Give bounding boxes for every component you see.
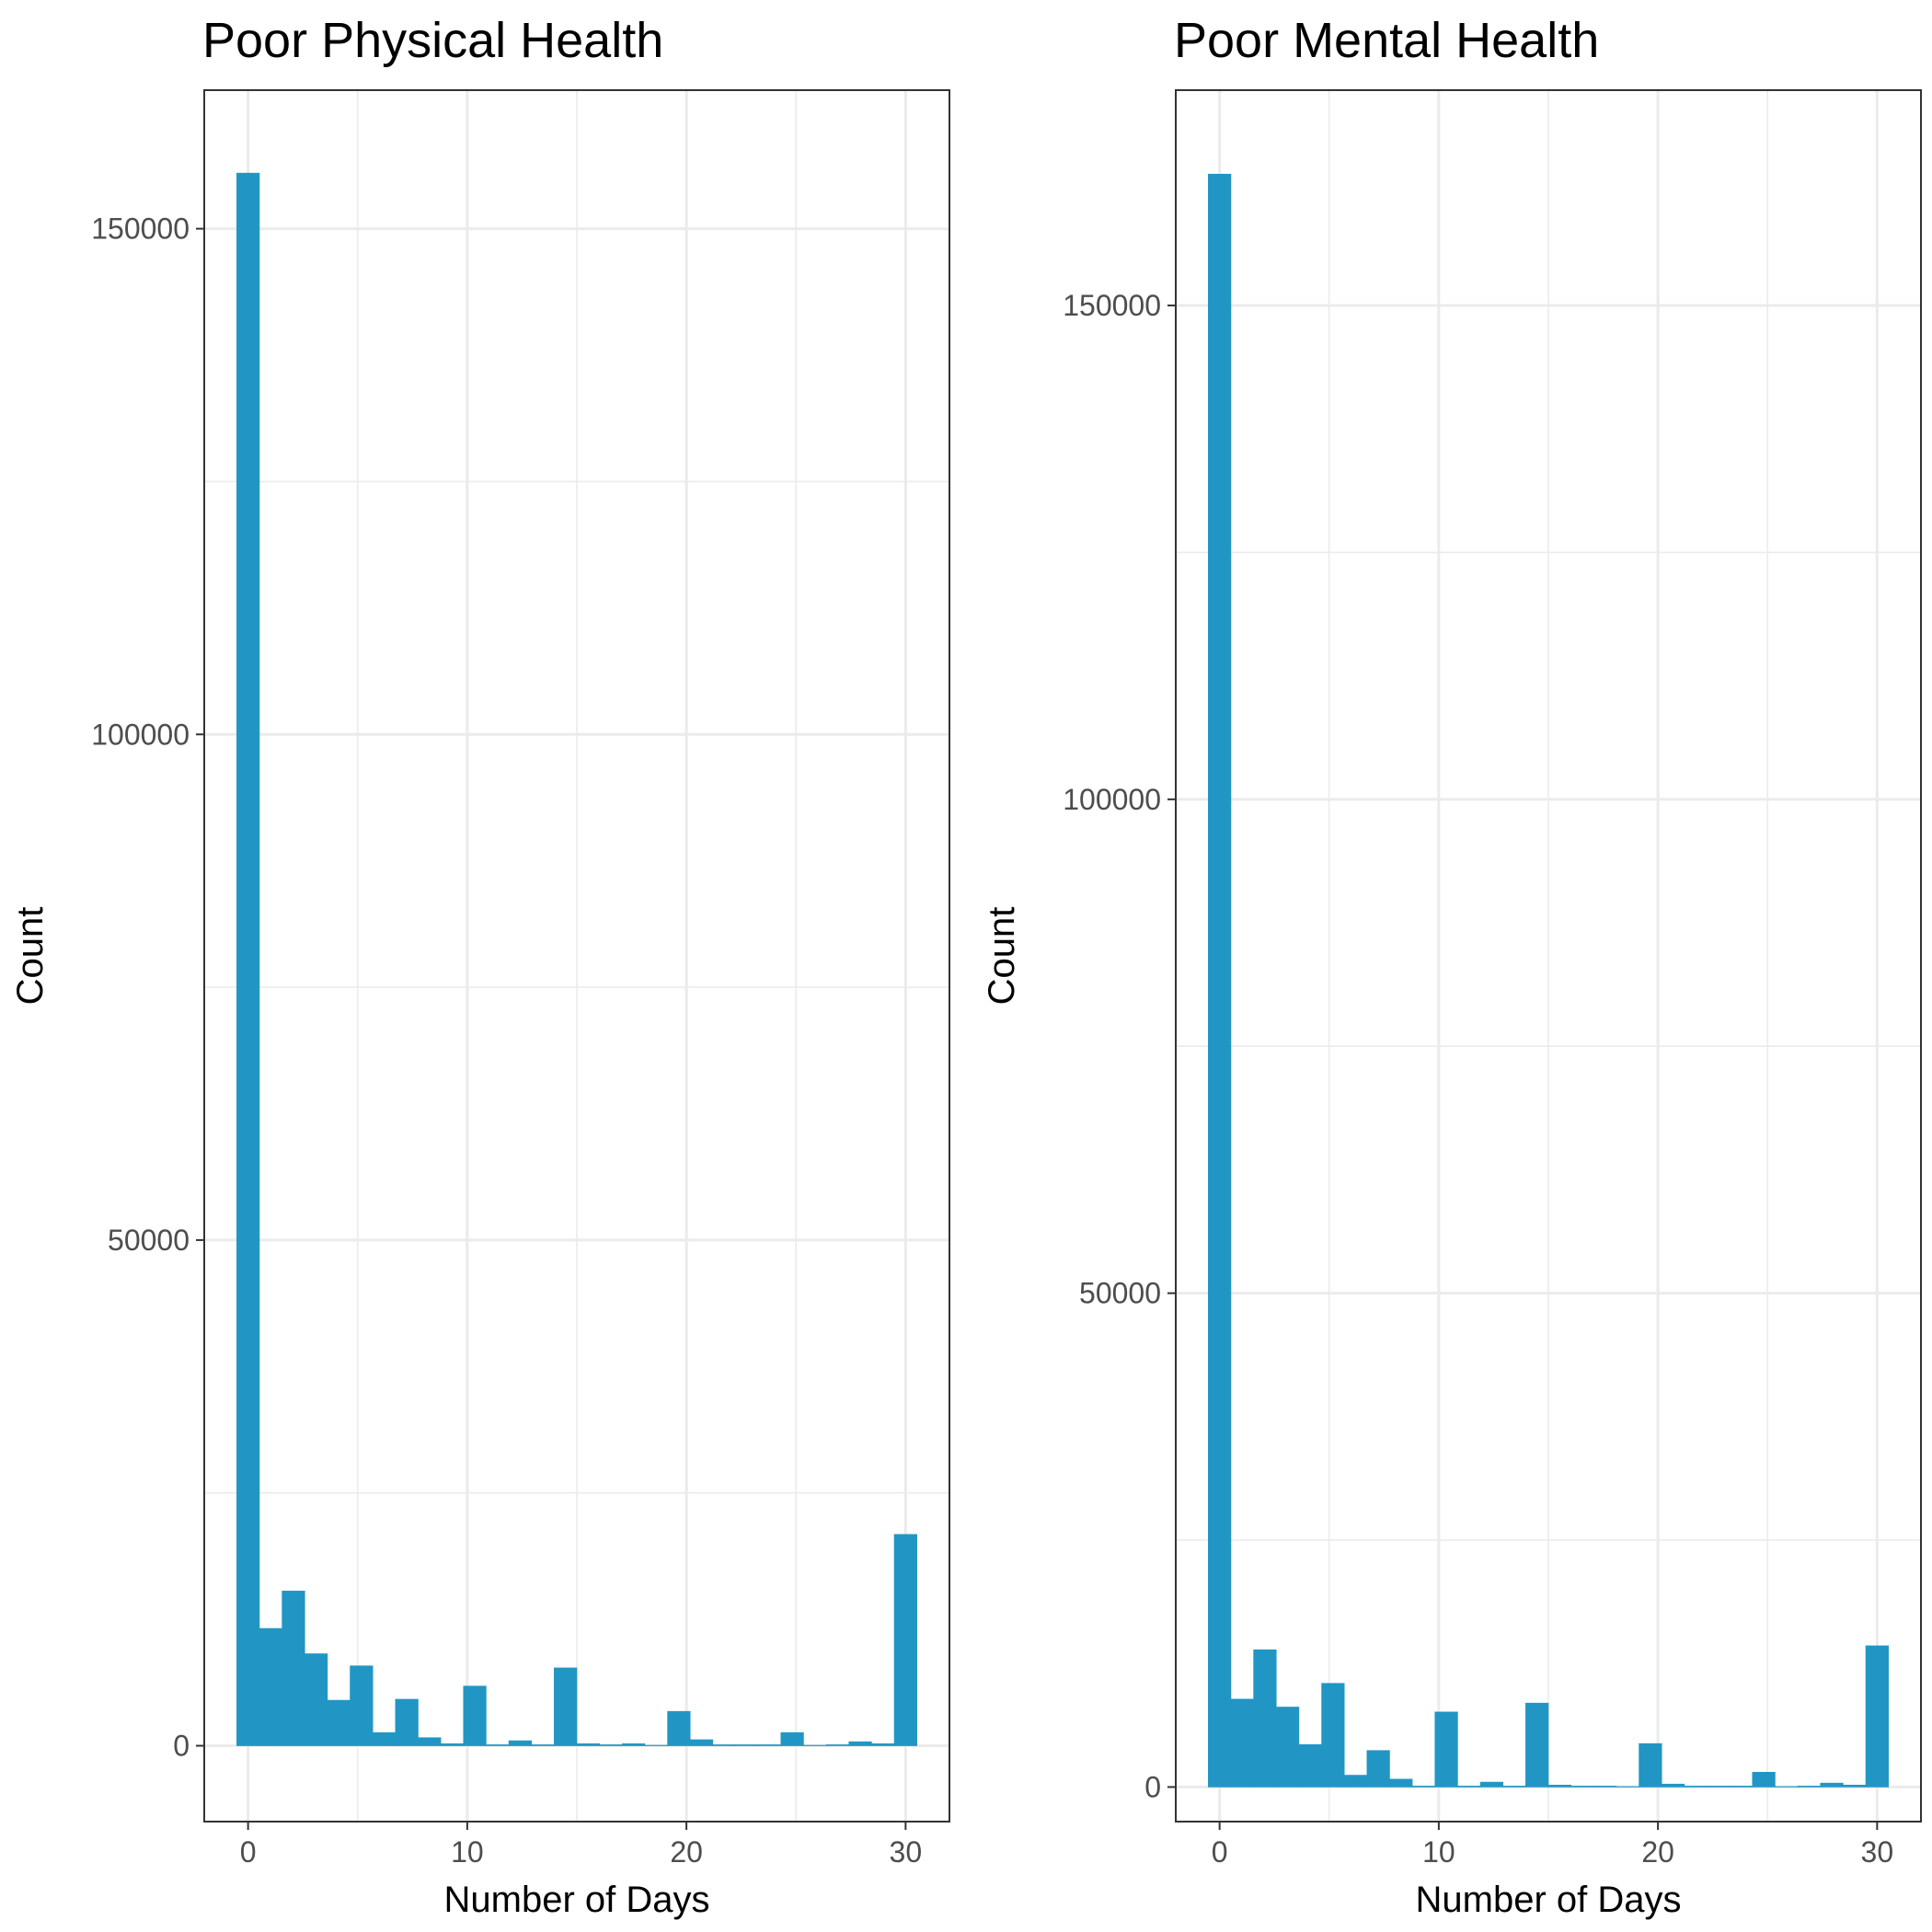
histogram-bar (689, 1739, 714, 1746)
histogram-bar (621, 1743, 646, 1746)
histogram-bar (1797, 1786, 1822, 1788)
y-tick-label: 0 (173, 1730, 190, 1763)
histogram-bar (1661, 1783, 1685, 1788)
histogram-bar (1570, 1786, 1594, 1788)
x-tick-label: 30 (1861, 1835, 1894, 1869)
histogram-bar (893, 1534, 917, 1746)
plot-frame (203, 89, 950, 1823)
histogram-bar (1457, 1786, 1481, 1788)
panel-title: Poor Physical Health (202, 13, 663, 68)
histogram-bar (1820, 1782, 1844, 1788)
histogram-bar (1343, 1775, 1368, 1788)
histogram-bars (1208, 173, 1889, 1788)
histogram-bar (803, 1744, 827, 1746)
histogram-bar (327, 1699, 351, 1746)
histogram-bar (1707, 1786, 1731, 1788)
x-tick-label: 30 (890, 1835, 923, 1869)
x-tick-label: 20 (670, 1835, 703, 1869)
minor-gridlines (1176, 90, 1921, 1822)
x-axis-ticks: 0 10 20 30 (1212, 1822, 1893, 1869)
histogram-bar (1752, 1772, 1776, 1788)
histogram-bar (1502, 1786, 1526, 1788)
histogram-bar (236, 172, 260, 1746)
histogram-bar (395, 1698, 419, 1746)
x-tick-label: 20 (1641, 1835, 1674, 1869)
histogram-bar (304, 1653, 328, 1746)
y-tick-label: 50000 (1079, 1277, 1161, 1310)
histogram-bar (1479, 1781, 1504, 1788)
histogram-bar (463, 1685, 487, 1746)
y-tick-label: 150000 (91, 213, 190, 246)
histogram-bar (1865, 1645, 1889, 1788)
histogram-bar (667, 1710, 691, 1746)
histogram-bar (825, 1744, 850, 1746)
histogram-bar (1230, 1698, 1254, 1788)
histogram-bar (757, 1744, 782, 1746)
histogram-bar (1616, 1786, 1639, 1788)
histogram-bar (576, 1743, 600, 1746)
histogram-bar (418, 1737, 442, 1746)
histogram-bar (1434, 1711, 1458, 1788)
histogram-bar (1366, 1750, 1390, 1788)
histogram-bar (350, 1665, 374, 1746)
x-tick-label: 10 (451, 1835, 484, 1869)
panel-poor-physical-health: Poor Physical Health Number of Days Coun… (10, 13, 950, 1920)
histogram-bar (440, 1743, 465, 1746)
histogram-bar (848, 1741, 872, 1746)
y-axis-title: Count (10, 907, 51, 1006)
histogram-bar (531, 1744, 555, 1746)
x-tick-label: 0 (240, 1835, 257, 1869)
panel-poor-mental-health: Poor Mental Health Number of Days Count … (982, 13, 1922, 1920)
x-axis-title: Number of Days (444, 1880, 710, 1920)
y-axis-title: Count (982, 907, 1022, 1006)
x-axis-ticks: 0 10 20 30 (240, 1822, 922, 1869)
histogram-bar (554, 1667, 578, 1746)
histogram-bar (259, 1627, 282, 1746)
y-tick-label: 0 (1144, 1770, 1161, 1803)
y-axis-ticks: 0 50000 100000 150000 (1063, 289, 1176, 1803)
histogram-bar (1547, 1784, 1571, 1788)
histogram-bar (1321, 1683, 1345, 1788)
histogram-bar (1684, 1786, 1708, 1788)
x-axis-title: Number of Days (1416, 1880, 1682, 1920)
y-axis-ticks: 0 50000 100000 150000 (91, 213, 204, 1763)
histogram-bar (1298, 1743, 1322, 1788)
histogram-bars (236, 172, 917, 1746)
histogram-bar (1525, 1702, 1549, 1788)
y-tick-label: 150000 (1063, 289, 1161, 322)
histogram-bar (1253, 1649, 1277, 1788)
histogram-bar (372, 1731, 397, 1746)
x-tick-label: 10 (1422, 1835, 1455, 1869)
plot-frame (1175, 89, 1922, 1823)
histogram-bar (780, 1731, 804, 1746)
panel-title: Poor Mental Health (1174, 13, 1599, 68)
histogram-bar (1729, 1786, 1754, 1788)
histogram-bar (282, 1591, 305, 1746)
y-tick-label: 50000 (108, 1224, 190, 1257)
histogram-bar (712, 1744, 736, 1746)
histogram-bar (871, 1743, 895, 1746)
histogram-bar (735, 1744, 759, 1746)
minor-gridlines (204, 90, 949, 1822)
histogram-bar (486, 1744, 510, 1746)
histogram-bar (599, 1744, 623, 1746)
y-tick-label: 100000 (1063, 783, 1161, 816)
histogram-bar (1411, 1786, 1436, 1788)
histogram-bar (644, 1744, 668, 1746)
histogram-bar (1593, 1786, 1617, 1788)
x-tick-label: 0 (1212, 1835, 1228, 1869)
histogram-bar (1389, 1778, 1413, 1788)
histogram-bar (508, 1740, 533, 1746)
histogram-bar (1275, 1707, 1300, 1788)
y-tick-label: 100000 (91, 718, 190, 751)
histogram-bar (1208, 173, 1232, 1788)
histogram-bar (1639, 1742, 1662, 1788)
histogram-bar (1775, 1786, 1799, 1788)
histogram-bar (1843, 1784, 1867, 1788)
